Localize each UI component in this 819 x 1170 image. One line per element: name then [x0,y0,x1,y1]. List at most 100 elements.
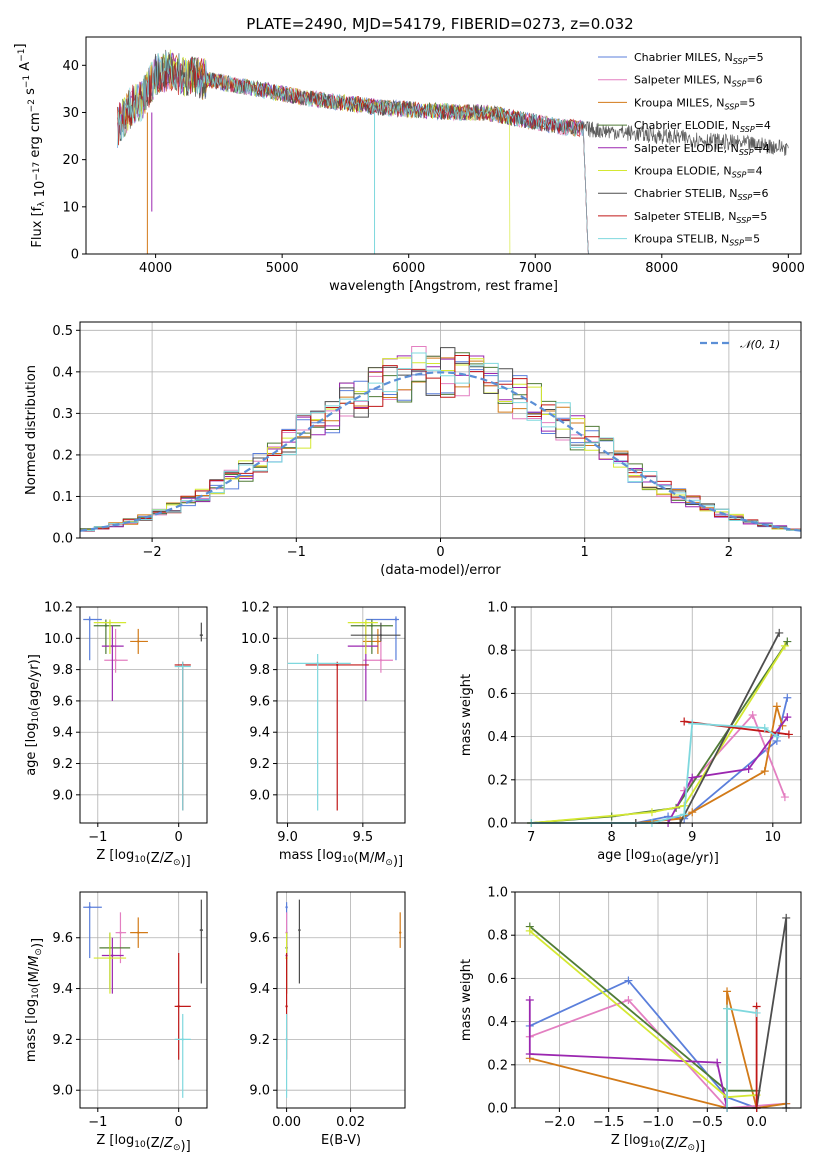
y-tick-label: 10.0 [241,632,270,647]
scatter-point [137,931,140,934]
weight-line-5 [528,1000,728,1109]
x-tick-label: −2 [143,545,162,560]
weight-marker [760,723,769,732]
y-tick-label: 30 [62,106,79,121]
weight-marker [624,976,633,985]
y-axis-label: mass weight [459,959,474,1041]
scatter-point [379,633,383,637]
axes-frame [79,891,208,1109]
x-tick-label: 0 [436,545,444,560]
axes-frame [85,36,802,255]
y-tick-label: 9.4 [52,726,73,741]
x-axis-label: Z [log10(Z/Z⊙)] [611,1133,705,1154]
x-tick-label: −1 [88,830,107,845]
scatter-point [108,621,112,624]
y-tick-label: 0.4 [487,1015,508,1030]
x-tick-label: 2 [725,545,733,560]
x-axis-label: wavelength [Angstrom, rest frame] [329,279,558,294]
x-tick-label: 8000 [645,261,678,276]
x-axis-label: age [log10(age/yr)] [597,848,719,866]
weight-marker [772,732,781,741]
weight-marker [688,808,697,817]
x-tick-label: 0.0 [746,1115,767,1130]
axes-frame [514,891,802,1109]
weight-marker [723,987,732,996]
scatter-point [379,659,383,662]
legend-entry: Salpeter MILES, NSSP=6 [634,74,763,89]
legend-entry: Salpeter STELIB, NSSP=5 [634,210,767,225]
panel-residual_hist: −2 −1 0 1 2 0.0 0.1 0.2 0.3 0.4 0.5 𝒩(0, 1) (data-mo… [24,321,802,578]
weight-line-4 [531,641,789,824]
scatter-point [370,624,374,627]
y-tick-label: 20 [62,153,79,168]
y-tick-label: 0.2 [487,773,508,788]
weight-marker [772,702,781,711]
scatter-point [88,618,91,621]
scatter-point [181,1038,184,1041]
weight-marker [780,793,789,802]
axes-frame [79,321,802,539]
y-tick-label: 10.0 [44,632,73,647]
x-tick-label: 6000 [392,261,425,276]
scatter-point [108,956,112,960]
y-tick-label: 9.6 [52,931,73,946]
scatter-point [200,633,203,637]
panel-mass_weight_vs_age: 7 8 9 10 0.0 0.2 0.4 0.6 0.8 1.0 age [log10(age/yr… [459,601,802,866]
scatter-point [181,665,184,668]
y-tick-label: 9.2 [249,757,270,772]
y-tick-label: 10.2 [241,601,270,616]
y-tick-label: 10 [62,200,79,215]
y-tick-label: 0.0 [52,532,73,547]
legend-entry: Kroupa STELIB, NSSP=5 [634,233,760,248]
x-tick-label: 10 [765,830,782,845]
axes-frame [276,606,406,824]
weight-marker [525,926,534,935]
scatter-point [111,954,114,957]
x-axis-label: Z [log10(Z/Z⊙)] [96,1133,190,1154]
scatter-point [88,906,91,909]
weight-marker [688,773,697,782]
x-tick-label: 9.0 [277,830,298,845]
x-tick-label: 1 [581,545,589,560]
weight-marker [723,1004,732,1013]
weight-marker [680,717,689,726]
x-tick-label: 8 [608,830,616,845]
panel-mass_weight_vs_Z: −2.0 −1.5 −1.0 −0.5 0.0 0.0 0.2 0.4 0.6 0.8 1.0 Z [… [459,886,802,1154]
scatter-point [298,928,301,932]
gaussian-reference-line [79,371,802,532]
weight-marker [784,730,793,739]
weight-marker [624,996,633,1004]
weight-marker [647,808,656,817]
scatter-point [285,1005,288,1008]
legend-entry: Kroupa MILES, NSSP=5 [634,96,755,111]
weight-marker [713,1058,722,1067]
y-tick-label: 0.5 [52,324,73,339]
x-tick-label: 9 [688,830,696,845]
weight-marker [782,913,791,922]
legend-entry: Chabrier MILES, NSSP=5 [634,51,764,66]
figure-title: PLATE=2490, MJD=54179, FIBERID=0273, z=0… [246,15,633,33]
weight-line-6 [531,645,786,824]
y-tick-label: 9.0 [249,788,270,803]
scatter-point [285,1038,288,1041]
x-tick-label: 0 [175,830,183,845]
legend-entry: Chabrier STELIB, NSSP=6 [634,187,768,202]
x-tick-label: −1 [88,1115,107,1130]
scatter-point [285,906,288,909]
y-tick-label: 0.1 [52,490,73,505]
weight-marker [688,719,697,728]
axes-frame [79,606,208,824]
y-tick-label: 0.8 [487,644,508,659]
y-tick-label: 0.0 [487,817,508,832]
y-axis-label: mass weight [459,674,474,756]
x-tick-label: 0 [175,1115,183,1130]
y-tick-label: 0.2 [487,1058,508,1073]
y-tick-label: 9.0 [52,1084,73,1099]
legend-entry: Kroupa ELODIE, NSSP=4 [634,165,763,180]
y-tick-label: 9.2 [249,1033,270,1048]
hist-step-8 [80,354,801,532]
weight-marker [680,810,689,819]
weight-line-3 [635,706,784,824]
y-tick-label: 9.6 [52,694,73,709]
